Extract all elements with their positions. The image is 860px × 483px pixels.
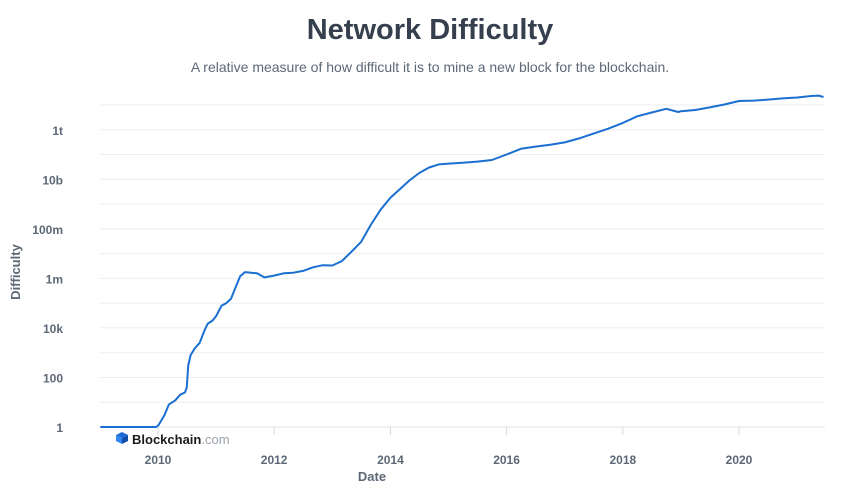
x-tick-label: 2012 [261, 453, 288, 467]
y-tick-label: 1 [56, 421, 63, 435]
y-tick-label: 10k [43, 322, 63, 336]
chart-subtitle: A relative measure of how difficult it i… [190, 59, 670, 75]
x-axis-ticks: 2010 2012 2014 2016 2018 2020 [145, 427, 753, 467]
grid-lines [100, 104, 825, 428]
y-tick-label: 100m [32, 223, 63, 237]
y-tick-label: 100 [43, 371, 63, 385]
y-tick-label: 1m [46, 272, 63, 286]
x-tick-label: 2016 [493, 453, 520, 467]
x-tick-label: 2020 [726, 453, 753, 467]
y-tick-label: 1t [52, 124, 63, 138]
x-tick-label: 2018 [610, 453, 637, 467]
x-tick-label: 2010 [145, 453, 172, 467]
y-axis-label: Difficulty [8, 243, 23, 299]
watermark-logo: Blockchain.com [116, 432, 230, 447]
chart-title: Network Difficulty [306, 14, 554, 46]
x-axis-label: Date [358, 469, 386, 483]
x-tick-label: 2014 [377, 453, 404, 467]
y-tick-label: 10b [42, 173, 63, 187]
watermark-brand: Blockchain [132, 432, 201, 447]
watermark-suffix: .com [201, 432, 229, 447]
y-axis-ticks: 1 100 10k 1m 100m 10b 1t [32, 124, 63, 435]
blockchain-logo-icon [116, 432, 128, 444]
svg-text:Blockchain.com: Blockchain.com [132, 432, 230, 447]
series-line [100, 94, 824, 428]
